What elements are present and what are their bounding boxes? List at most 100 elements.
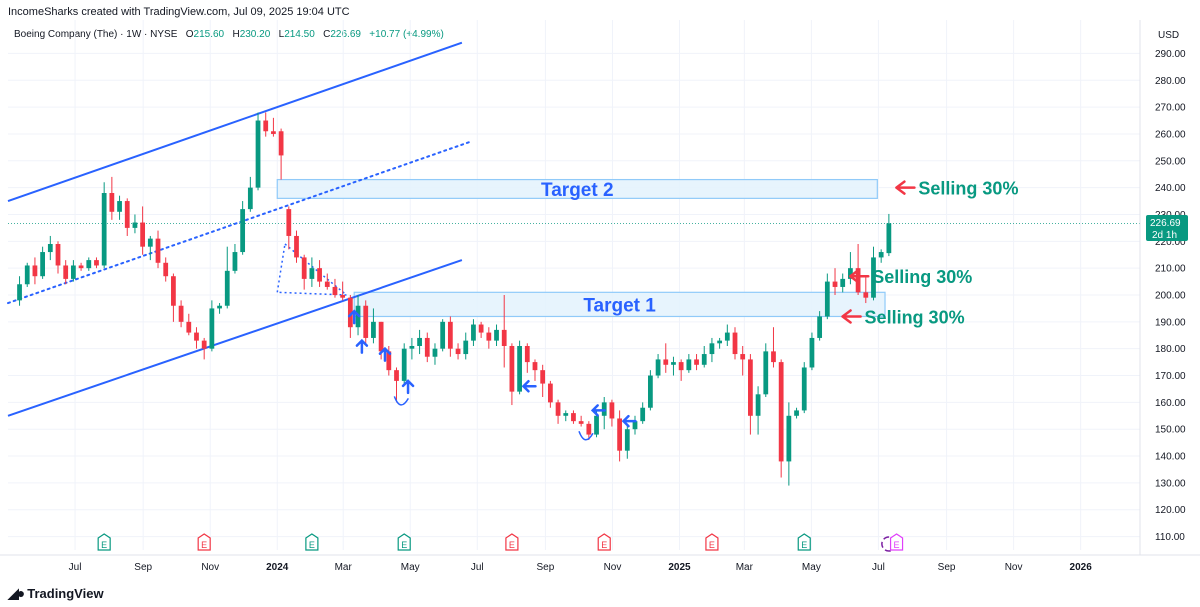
close-label: C: [323, 29, 331, 40]
candle-body: [855, 268, 861, 293]
earnings-icon: [889, 533, 904, 551]
candle-body: [340, 295, 346, 298]
candle-body: [501, 329, 507, 346]
currency-label[interactable]: USD: [1158, 30, 1180, 41]
candle-body: [701, 354, 707, 365]
candle-body: [848, 268, 853, 279]
candle-body: [863, 292, 869, 298]
y-tick-label: 220.00: [1155, 237, 1186, 248]
y-tick-label: 250.00: [1155, 156, 1186, 167]
earnings-icon: [197, 533, 211, 551]
drawings: Target 2 Target 1: [7, 41, 886, 417]
earnings-marker: E: [705, 533, 719, 551]
candle-body: [455, 348, 461, 355]
low-value: 214.50: [284, 29, 315, 40]
candle-body: [147, 238, 153, 247]
tradingview-logo[interactable]: ◢● TradingView: [8, 585, 104, 602]
selling-annotation: Selling 30%: [918, 179, 1018, 199]
x-tick-label: Sep: [134, 562, 152, 573]
candle-body: [209, 308, 215, 349]
price-tag: 226.69 2d 1h: [1146, 215, 1188, 241]
candle-body: [117, 201, 122, 212]
y-tick-label: 150.00: [1155, 425, 1186, 436]
candle-body: [563, 413, 569, 416]
x-tick-label: May: [802, 562, 821, 573]
candle-body: [555, 402, 561, 416]
candle-body: [71, 265, 76, 279]
candle-body: [140, 222, 146, 247]
candle-body: [840, 278, 846, 287]
target-label: Target 1: [583, 295, 656, 316]
candle-body: [40, 252, 46, 277]
candle-body: [594, 415, 599, 435]
open-value: 215.60: [193, 29, 225, 40]
earnings-glyph: E: [401, 540, 407, 550]
x-tick-label: Jul: [69, 562, 82, 573]
x-tick-label: 2025: [668, 562, 691, 573]
x-tick-label: Jul: [471, 562, 484, 573]
candle-body: [240, 209, 246, 253]
x-tick-label: May: [401, 562, 420, 573]
blue-arrow-mark: [621, 414, 637, 428]
close-value: 226.69: [330, 29, 361, 40]
candle-body: [224, 270, 230, 306]
candle-body: [686, 359, 692, 371]
x-tick-label: Mar: [736, 562, 754, 573]
candle-body: [278, 131, 284, 156]
y-tick-label: 270.00: [1155, 103, 1186, 114]
candle-body: [694, 359, 699, 365]
candle-body: [447, 321, 453, 349]
candle-body: [24, 265, 30, 285]
price-tag-box: [1146, 215, 1188, 241]
candle-body: [647, 375, 653, 408]
red-arrow-mark: [849, 268, 870, 284]
candle-body: [801, 367, 807, 411]
y-tick-label: 130.00: [1155, 478, 1186, 489]
candle-body: [763, 351, 769, 395]
tradingview-icon: ◢●: [8, 585, 25, 601]
candle-body: [317, 268, 322, 282]
candle-body: [571, 413, 576, 422]
earnings-marker: E: [97, 533, 111, 551]
target-label: Target 2: [541, 180, 614, 201]
selling-annotation: Selling 30%: [872, 267, 972, 287]
blue-arrow-mark: [401, 379, 415, 395]
candle-body: [663, 359, 669, 365]
candle-body: [163, 262, 169, 277]
y-tick-label: 110.00: [1155, 532, 1185, 543]
candle-body: [347, 297, 353, 328]
candle-body: [263, 120, 269, 132]
candle-body: [540, 370, 546, 384]
candle-body: [186, 321, 192, 333]
candle-body: [78, 265, 84, 269]
candle-body: [132, 222, 138, 228]
candle-body: [740, 354, 746, 360]
candle-body: [794, 410, 799, 416]
candle-body: [678, 362, 684, 371]
candle-body: [294, 235, 299, 258]
candle-body: [547, 383, 553, 403]
earnings-icon: [305, 533, 319, 551]
x-tick-label: Mar: [335, 562, 353, 573]
price-tag-value: 226.69: [1150, 218, 1181, 229]
candle-body: [101, 193, 107, 266]
candle-body: [440, 321, 446, 349]
channel-upper-line: [7, 41, 463, 202]
earnings-marker: E: [305, 533, 319, 551]
y-tick-label: 180.00: [1155, 344, 1186, 355]
candle-body: [47, 244, 53, 253]
target-zone: [276, 178, 878, 199]
symbol-name: Boeing Company (The) · 1W · NYSE: [14, 29, 178, 40]
red-arrow-mark: [841, 309, 862, 324]
x-tick-label: Nov: [604, 562, 622, 573]
y-tick-label: 280.00: [1155, 76, 1186, 87]
flag-pattern-line: [276, 243, 286, 293]
candle-body: [509, 346, 515, 392]
candle-body: [886, 223, 892, 254]
blue-arrow-mark: [378, 346, 392, 362]
low-label: L: [278, 29, 285, 40]
candles: [17, 112, 892, 486]
candle-body: [232, 252, 238, 271]
candle-body: [178, 305, 184, 322]
